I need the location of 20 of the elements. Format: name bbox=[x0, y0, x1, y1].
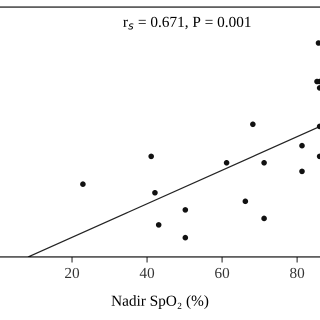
point bbox=[261, 216, 267, 222]
point bbox=[224, 160, 230, 166]
x-tick-label: 60 bbox=[215, 268, 230, 278]
text: r$_{s}$ = 0.671, P = 0.001 bbox=[123, 16, 251, 30]
x-tick-label: 20 bbox=[65, 268, 80, 278]
point bbox=[182, 207, 188, 213]
point bbox=[316, 40, 320, 46]
x-axis-title: Nadir SpO₂ (%) bbox=[112, 295, 208, 309]
x-tick-label: 40 bbox=[140, 268, 154, 278]
point bbox=[299, 142, 305, 148]
point bbox=[250, 122, 256, 128]
x-tick-label: 80 bbox=[290, 268, 304, 278]
point bbox=[182, 234, 188, 240]
point bbox=[80, 181, 86, 187]
point bbox=[148, 154, 154, 160]
point bbox=[299, 168, 305, 174]
point bbox=[242, 198, 248, 204]
point bbox=[152, 190, 158, 196]
point bbox=[261, 160, 267, 166]
point bbox=[156, 222, 162, 228]
